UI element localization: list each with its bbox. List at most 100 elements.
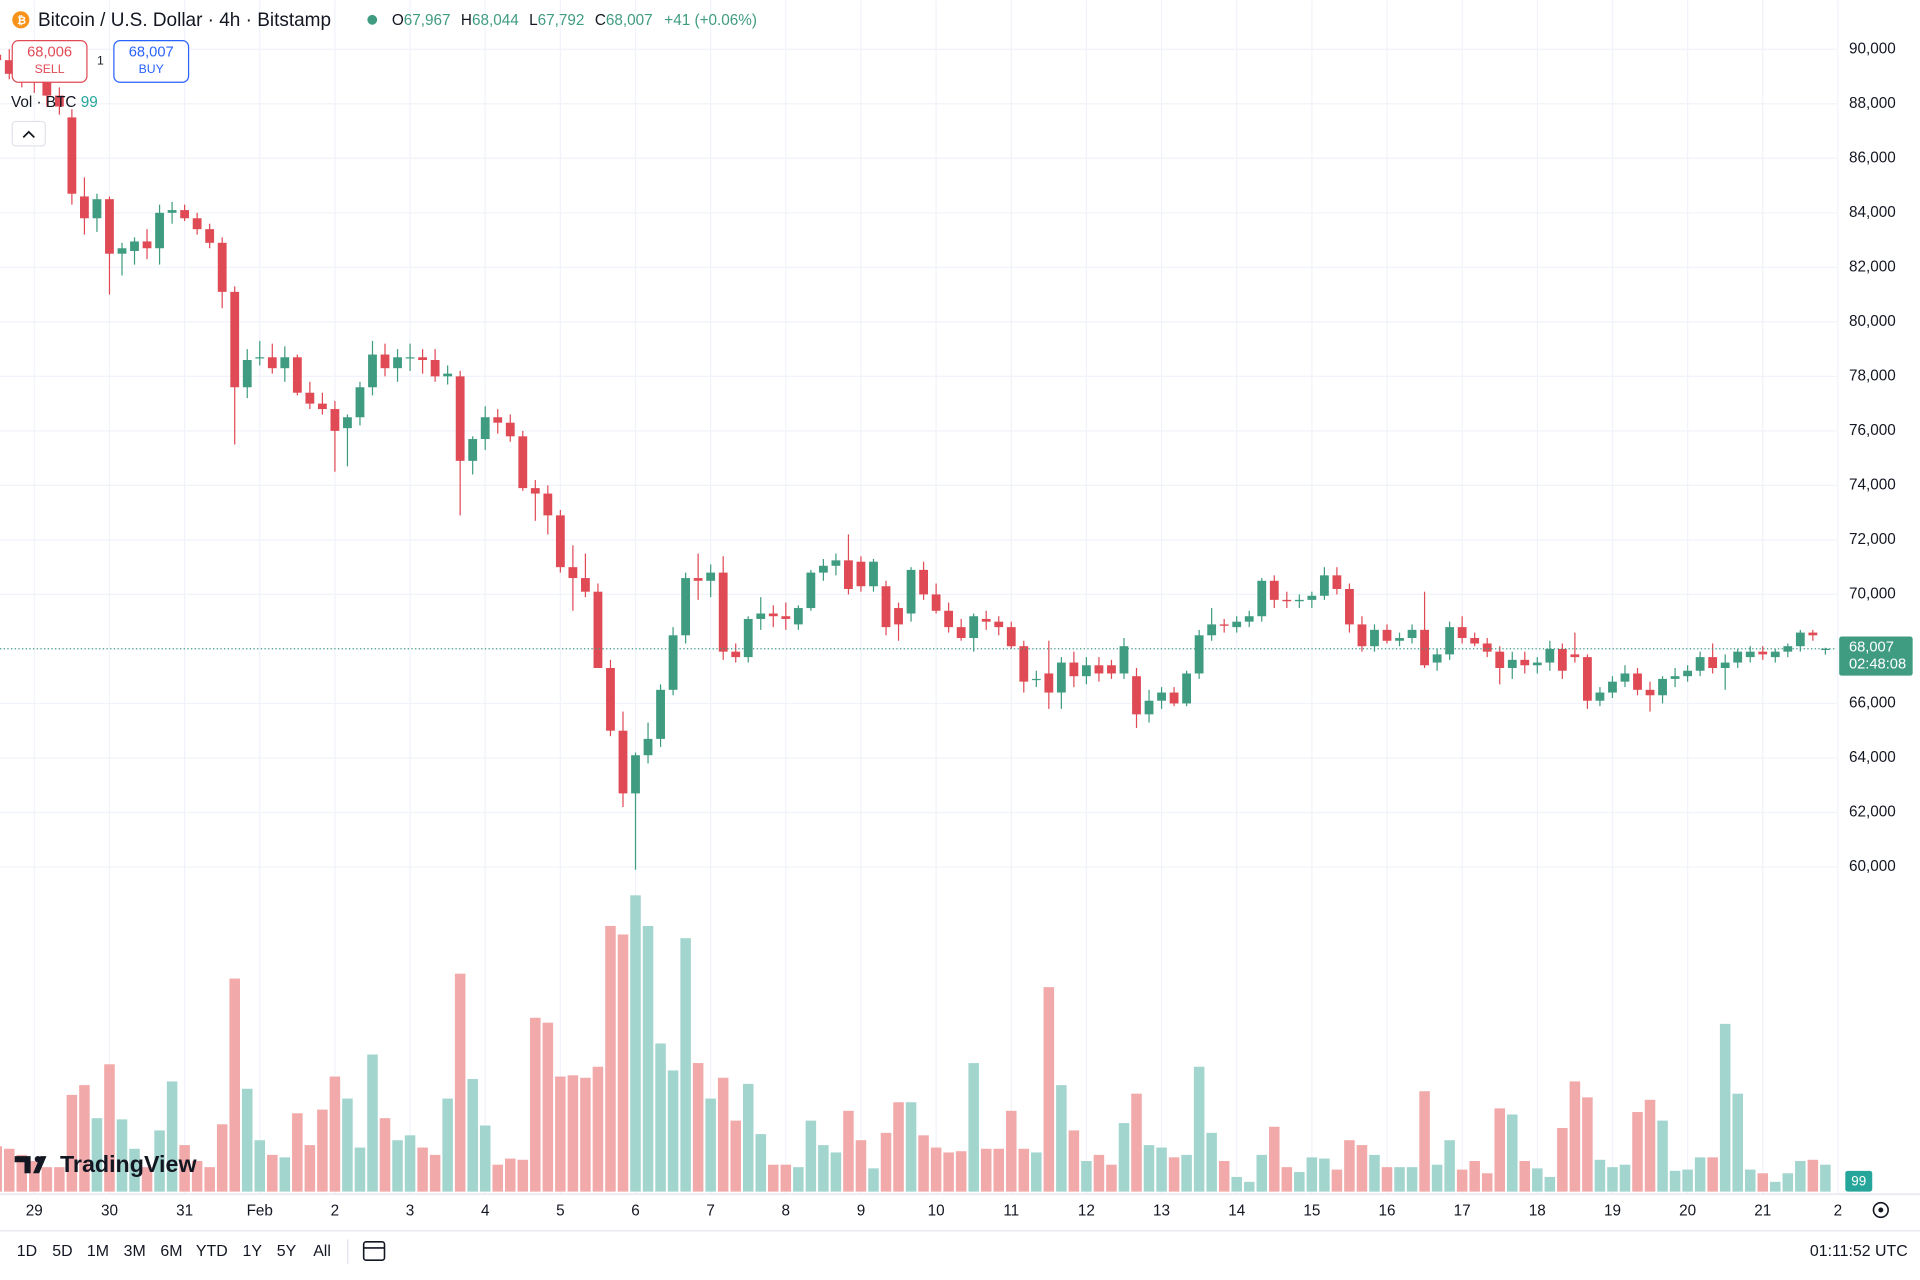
volume-bar <box>1594 1159 1606 1192</box>
volume-bar <box>1181 1154 1192 1192</box>
candle-body <box>468 439 478 461</box>
legend-value: 68,044 <box>472 12 519 29</box>
settings-icon[interactable] <box>1872 1201 1889 1219</box>
volume-bar <box>893 1102 904 1192</box>
candle-body <box>1395 638 1404 641</box>
volume-bar <box>980 1148 992 1192</box>
range-button[interactable]: 1M <box>87 1243 109 1260</box>
candle-body <box>931 594 941 611</box>
y-tick-label: 62,000 <box>1849 804 1896 821</box>
volume-bar <box>29 1161 40 1192</box>
quantity[interactable]: 1 <box>97 54 104 68</box>
candle-body <box>1582 657 1592 701</box>
candle-body <box>919 569 928 595</box>
x-tick-label: 4 <box>481 1202 490 1219</box>
candle-body <box>1645 689 1655 696</box>
range-button[interactable]: 1Y <box>243 1243 263 1260</box>
buy-button[interactable] <box>113 39 190 83</box>
date-range-icon[interactable] <box>362 1241 386 1261</box>
range-button[interactable]: 5D <box>52 1243 72 1260</box>
volume-bar <box>141 1167 153 1192</box>
candle-body <box>1420 629 1429 666</box>
candle-body <box>994 621 1004 628</box>
volume-bar <box>1619 1164 1631 1192</box>
volume-bar <box>1544 1176 1556 1192</box>
volume-bar <box>730 1120 741 1192</box>
symbol-title[interactable]: Bitcoin / U.S. Dollar · 4h · Bitstamp <box>38 10 331 31</box>
range-button[interactable]: All <box>313 1243 331 1260</box>
volume-bar <box>1694 1157 1706 1192</box>
volume-bar <box>1106 1164 1117 1192</box>
candle-body <box>1545 648 1555 663</box>
candles <box>0 49 1837 870</box>
volume-bar <box>1494 1108 1505 1192</box>
candle-body <box>518 436 528 489</box>
candle-body <box>1207 624 1217 636</box>
volume-bar <box>254 1140 266 1192</box>
volume-bar <box>1732 1093 1743 1192</box>
range-button[interactable]: 3M <box>124 1243 146 1260</box>
candle-body <box>1745 651 1755 658</box>
candle-body <box>117 248 127 254</box>
candle-body <box>4 60 14 74</box>
range-button[interactable]: 5Y <box>277 1243 297 1260</box>
axes: 60,00062,00064,00066,00068,00070,00072,0… <box>0 40 1920 1219</box>
candle-body <box>343 417 352 429</box>
candle-body <box>1357 624 1367 647</box>
candle-body <box>1232 621 1242 628</box>
candle-body <box>1144 700 1154 715</box>
candle-body <box>1495 651 1505 669</box>
candle-body <box>1370 629 1379 647</box>
logo-text: TradingView <box>60 1151 197 1177</box>
clock[interactable]: 01:11:52 UTC <box>1810 1243 1908 1260</box>
candle-body <box>944 610 954 628</box>
candle-body <box>54 95 64 107</box>
sell-price: 68,006 <box>27 45 72 61</box>
volume-bar <box>317 1109 328 1192</box>
candle-body <box>1282 599 1292 602</box>
volume-bar <box>680 938 691 1192</box>
volume-bar <box>204 1167 215 1192</box>
sell-button[interactable] <box>11 39 88 83</box>
range-button[interactable]: YTD <box>196 1243 228 1260</box>
volume-bar <box>1582 1097 1593 1192</box>
candle-body <box>530 488 540 494</box>
volume-bar <box>755 1134 767 1192</box>
candle-body <box>1783 646 1793 652</box>
legend-key: C <box>595 12 606 29</box>
volume-bar <box>517 1159 529 1192</box>
x-tick-label: 13 <box>1153 1202 1170 1219</box>
y-tick-label: 64,000 <box>1849 749 1896 766</box>
candle-body <box>1570 654 1580 658</box>
volume-bar <box>692 1063 704 1192</box>
volume-bar <box>1168 1157 1180 1192</box>
volume-bar <box>179 1145 190 1192</box>
volume-bar <box>1657 1120 1668 1192</box>
candle-body <box>869 561 878 587</box>
range-button[interactable]: 1D <box>17 1243 37 1260</box>
volume-bar <box>1356 1145 1368 1192</box>
volume-bar <box>379 1118 391 1192</box>
candle-body <box>1795 632 1805 647</box>
y-tick-label: 90,000 <box>1849 40 1896 57</box>
volume-bar <box>104 1064 115 1192</box>
volume-bar <box>592 1066 604 1192</box>
candle-body <box>1169 692 1179 704</box>
volume-bar <box>1669 1170 1681 1192</box>
range-button[interactable]: 6M <box>160 1243 182 1260</box>
volume-bar <box>354 1147 366 1192</box>
volume-bar <box>605 925 616 1192</box>
x-tick-label: 20 <box>1679 1202 1696 1219</box>
volume-bar <box>667 1070 679 1192</box>
volume-bar <box>968 1063 979 1192</box>
volume-bar <box>241 1088 253 1192</box>
candle-body <box>818 565 828 573</box>
volume-bar <box>1381 1167 1393 1192</box>
volume-bar <box>830 1152 842 1192</box>
volume-bar <box>442 1098 453 1192</box>
volume-bar <box>1419 1091 1430 1192</box>
volume-bar <box>129 1148 140 1192</box>
volume-bar <box>943 1152 954 1192</box>
volume-bar <box>1031 1152 1042 1192</box>
collapse-button[interactable] <box>11 120 46 147</box>
